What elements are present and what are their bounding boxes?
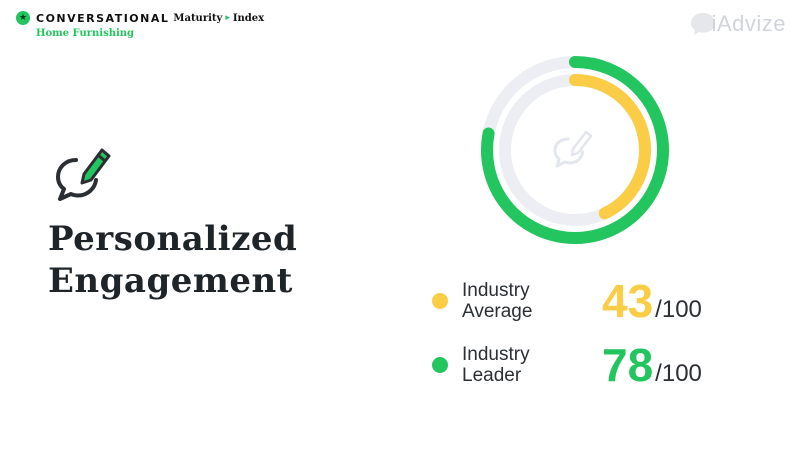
center-chat-edit-icon xyxy=(553,130,593,168)
brand-index: Index xyxy=(232,12,265,24)
average-label-line-1: Industry xyxy=(462,280,530,301)
leader-label: Industry Leader xyxy=(462,344,602,386)
title-line-2: Engagement xyxy=(48,261,293,301)
brand-name: CONVERSATIONAL xyxy=(36,11,170,25)
speech-bubble-icon xyxy=(690,13,715,35)
leader-dot xyxy=(432,357,448,373)
chat-edit-icon xyxy=(54,144,114,208)
average-score: 43 /100 xyxy=(602,278,702,324)
average-score-value: 43 xyxy=(602,275,654,327)
brand-star-icon: ★ xyxy=(16,11,30,25)
logo-text: iAdvize xyxy=(711,11,786,36)
brand-subtitle: Home Furnishing xyxy=(36,28,135,39)
average-dot xyxy=(432,293,448,309)
iadvize-logo: iAdvize xyxy=(688,10,786,38)
average-label-line-2: Average xyxy=(462,301,533,322)
brand-header: ★ CONVERSATIONAL Maturity ▸ Index Home F… xyxy=(16,10,264,39)
leader-score: 78 /100 xyxy=(602,342,702,388)
page-title: Personalized Engagement xyxy=(48,218,297,302)
leader-arc xyxy=(481,56,669,244)
leader-score-max: /100 xyxy=(655,360,702,387)
average-score-max: /100 xyxy=(655,296,702,323)
leader-score-value: 78 xyxy=(602,339,654,391)
ring-chart xyxy=(481,56,669,244)
average-arc xyxy=(569,74,651,220)
leader-label-line-2: Leader xyxy=(462,365,522,386)
brand-maturity: Maturity xyxy=(173,12,223,24)
brand-separator: ▸ xyxy=(225,13,230,23)
legend-item-average: Industry Average 43 /100 xyxy=(432,278,772,324)
title-line-1: Personalized xyxy=(48,219,298,259)
average-label: Industry Average xyxy=(462,280,602,322)
leader-label-line-1: Industry xyxy=(462,344,530,365)
legend-item-leader: Industry Leader 78 /100 xyxy=(432,342,772,388)
